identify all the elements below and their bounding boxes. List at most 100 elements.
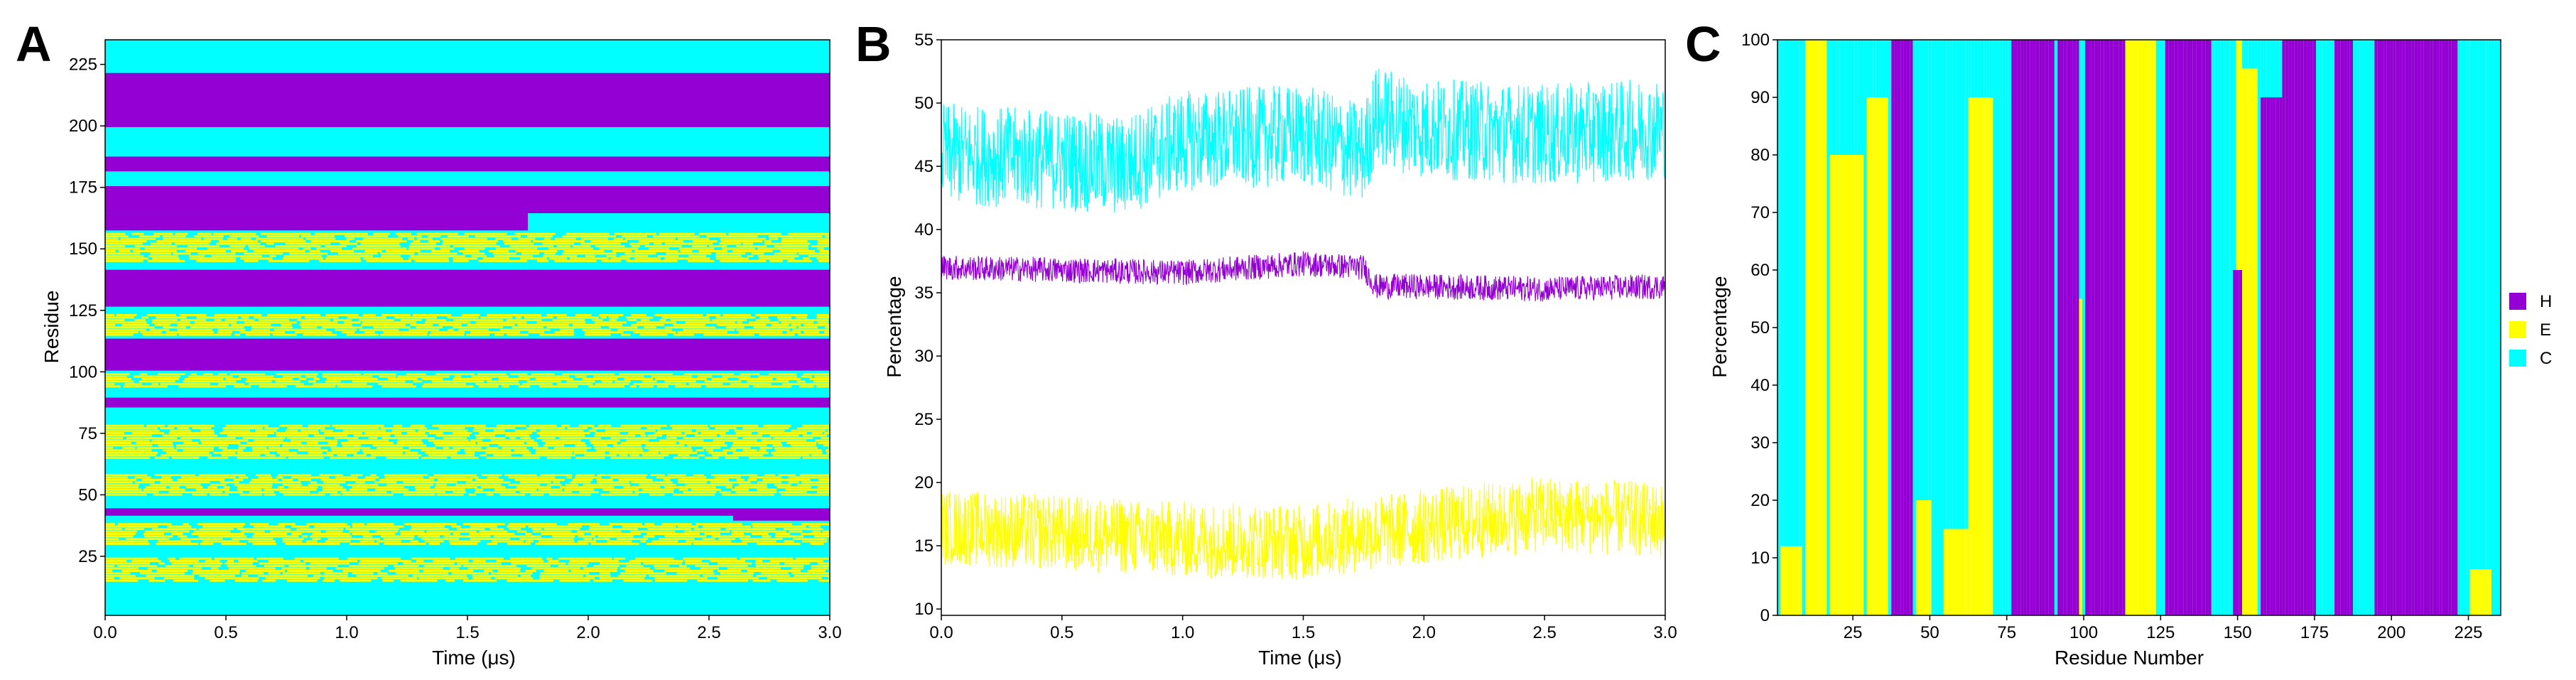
panel-a-strand-mark [664, 326, 715, 329]
panel-a-strand-mark [705, 385, 749, 388]
panel-a-strand-mark [214, 318, 222, 321]
panel-a-strand-mark [569, 560, 619, 563]
panel-c-bar-residue [2439, 40, 2442, 615]
panel-c-bar-c [2482, 40, 2486, 570]
panel-c-bar-e [1876, 97, 1879, 615]
panel-a-strand-mark [142, 333, 178, 336]
panel-a-strand-mark [531, 528, 542, 531]
panel-c-bar-c [2469, 40, 2474, 570]
panel-a-strand-mark [791, 567, 803, 570]
panel-a-strand-mark [492, 252, 516, 255]
panel-letter-a: A [16, 16, 52, 72]
panel-a-strand-mark [693, 528, 721, 531]
panel-c-bar-e [2153, 40, 2156, 615]
panel-a-strand-mark [539, 333, 575, 336]
panel-a-strand-mark [105, 478, 136, 481]
panel-a-strand-mark [207, 247, 244, 250]
panel-c-bar-residue [2118, 40, 2123, 615]
panel-c-bar-residue [2347, 40, 2350, 615]
panel-a-strand-mark [260, 232, 311, 235]
panel-a-strand-mark [825, 449, 830, 452]
panel-a-strand-mark [288, 252, 328, 255]
panel-a-strand-mark [493, 454, 512, 457]
panel-c-bar-residue [2187, 40, 2190, 615]
panel-a-strand-mark [151, 382, 158, 385]
panel-a-strand-mark [688, 254, 706, 257]
panel-a-strand-mark [221, 454, 261, 457]
panel-c-bar-c [2494, 40, 2498, 615]
panel-c-bar-h [2233, 270, 2236, 615]
panel-a-strand-mark [388, 569, 420, 572]
panel-a-strand-mark [541, 533, 585, 535]
panel-c-bar-e [2245, 68, 2248, 615]
panel-c-bar-residue [2091, 40, 2095, 615]
panel-b-ylabel: Percentage [883, 276, 905, 377]
panel-a-strand-mark [472, 429, 486, 432]
panel-a-strand-mark [156, 542, 199, 545]
panel-a-strand-mark [656, 385, 669, 388]
panel-a-strand-mark [593, 565, 619, 567]
panel-a-strand-mark [536, 449, 587, 452]
panel-c-bar-h [2405, 40, 2409, 615]
panel-c-bar-residue [1857, 40, 1861, 615]
panel-a-strand-mark [158, 540, 191, 543]
panel-a-strand-mark [562, 235, 616, 238]
panel-a-strand-mark [706, 313, 721, 316]
panel-a-strand-mark [105, 525, 158, 528]
panel-c-bar-h [2094, 40, 2098, 615]
panel-letter-b: B [855, 16, 892, 72]
panel-a-strand-mark [685, 321, 736, 324]
panel-a-strand-mark [688, 382, 723, 385]
panel-a-strand-mark [562, 252, 617, 255]
panel-c-bar-h [2455, 40, 2458, 615]
panel-c-bar-h [2060, 40, 2064, 615]
panel-a-strand-mark [124, 528, 144, 531]
panel-c-bar-residue [1832, 40, 1836, 615]
panel-a-strand-mark [796, 380, 806, 383]
panel-c-bar-h [2442, 40, 2446, 615]
panel-c-stacked-bar-chart: 25 50 75 100 125 150 175 200 2250102030405060708… [1709, 31, 2552, 669]
panel-a-strand-mark [229, 373, 265, 375]
panel-c-bar-residue [1943, 40, 1947, 615]
panel-c-bar-residue [2393, 40, 2396, 615]
panel-a-strand-mark [158, 444, 173, 447]
panel-a-strand-mark [410, 254, 465, 257]
panel-a-strand-mark [475, 488, 484, 491]
panel-c-bar-residue [2033, 40, 2036, 615]
panel-a-strand-mark [105, 259, 144, 262]
panel-a-strand-mark [797, 483, 830, 486]
panel-a-strand-mark [385, 456, 419, 459]
panel-a-strand-mark [769, 237, 778, 240]
panel-c-bar-c [2457, 40, 2461, 615]
panel-a-strand-mark [177, 323, 229, 326]
panel-a-strand-mark [593, 444, 607, 447]
panel-c-bar-c [1965, 40, 1969, 529]
panel-c-ytick-label: 60 [1750, 261, 1770, 280]
panel-a-strand-mark [285, 542, 340, 545]
panel-c-bar-residue [2150, 40, 2153, 615]
panel-a-strand-mark [644, 446, 692, 449]
panel-a-strand-mark [121, 323, 150, 326]
panel-a-strand-mark [246, 377, 293, 380]
panel-a-strand-mark [695, 565, 748, 567]
panel-a-strand-mark [105, 331, 139, 334]
panel-a-strand-mark [493, 535, 541, 538]
panel-a-strand-mark [642, 562, 682, 565]
panel-a-strand-mark [641, 318, 650, 321]
panel-c-bar-residue [1854, 40, 1858, 615]
panel-c-bar-residue [2042, 40, 2045, 615]
panel-a-strand-mark [626, 439, 649, 442]
panel-c-bar-h [2113, 40, 2116, 615]
panel-c-bar-c [1829, 40, 1833, 155]
panel-a-strand-mark [775, 533, 791, 535]
panel-a-strand-mark [796, 316, 808, 319]
panel-c-bar-e [1980, 97, 1984, 615]
panel-a-strand-mark [600, 493, 639, 496]
panel-a-strand-mark [664, 486, 716, 489]
panel-a-strand-mark [105, 318, 125, 321]
panel-a-strand-mark [442, 242, 497, 245]
panel-c-bar-residue [2011, 40, 2015, 615]
panel-a-strand-mark [285, 242, 331, 245]
panel-a-strand-mark [725, 528, 776, 531]
panel-c-bar-h [2076, 40, 2079, 615]
